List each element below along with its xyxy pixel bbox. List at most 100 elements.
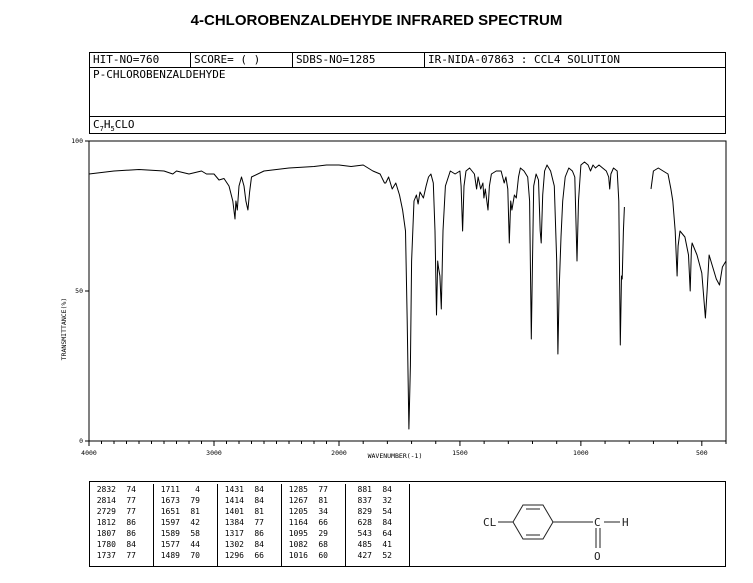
peak-transmittance: 86	[126, 518, 136, 527]
peak-transmittance: 84	[254, 540, 264, 549]
peak-transmittance: 29	[318, 529, 328, 538]
peak-wavenumber: 2814	[96, 496, 116, 505]
peak-wavenumber: 1164	[288, 518, 308, 527]
peak-wavenumber: 2729	[96, 507, 116, 516]
peak-wavenumber: 1296	[224, 551, 244, 560]
peak-row: 1285 77	[282, 484, 345, 495]
peak-row: 1489 70	[154, 550, 217, 561]
peak-transmittance: 54	[382, 507, 392, 516]
peak-row: 485 41	[346, 539, 409, 550]
peak-row: 1780 84	[90, 539, 153, 550]
peak-row: 1577 44	[154, 539, 217, 550]
carbonyl-carbon-label: C	[594, 516, 601, 529]
y-tick-label: 0	[79, 437, 83, 445]
peak-row: 837 32	[346, 495, 409, 506]
peak-transmittance: 68	[318, 540, 328, 549]
peak-wavenumber: 1384	[224, 518, 244, 527]
peak-transmittance: 60	[318, 551, 328, 560]
peak-row: 628 84	[346, 517, 409, 528]
peak-column: 2832 74 2814 77 2729 77 1812 86 1807 86 1780 84 1737…	[90, 484, 154, 566]
peak-transmittance: 77	[126, 496, 136, 505]
peak-column: 1711 4 1673 79 1651 81 1597 42 1589 58 1577 44 1489 7…	[154, 484, 218, 566]
peak-column: 1431 84 1414 84 1401 81 1384 77 1317 86 1302 84 1296…	[218, 484, 282, 566]
peak-transmittance: 84	[126, 540, 136, 549]
peak-row: 1737 77	[90, 550, 153, 561]
peak-wavenumber: 2832	[96, 485, 116, 494]
ir-spectrum-chart: 0 50 100 4000 3000 2000 1500 1000 500 TRANSMITT…	[60, 137, 727, 460]
x-axis-label: WAVENUMBER(-1)	[368, 452, 423, 460]
peak-transmittance: 81	[254, 507, 264, 516]
oxygen-label: O	[594, 550, 601, 563]
formula-hydrogen: H	[103, 118, 111, 131]
peak-transmittance: 44	[190, 540, 200, 549]
peak-row: 1205 34	[282, 506, 345, 517]
peak-row: 1317 86	[218, 528, 281, 539]
peak-wavenumber: 1095	[288, 529, 308, 538]
peak-wavenumber: 1577	[160, 540, 180, 549]
peak-row: 1431 84	[218, 484, 281, 495]
spectrum-header: HIT-NO=760 SCORE= ( ) SDBS-NO=1285 IR-NI…	[89, 52, 726, 134]
peak-transmittance: 66	[318, 518, 328, 527]
peak-wavenumber: 1597	[160, 518, 180, 527]
peak-row: 2814 77	[90, 495, 153, 506]
peak-wavenumber: 1317	[224, 529, 244, 538]
peak-transmittance: 52	[382, 551, 392, 560]
peak-transmittance: 84	[382, 518, 392, 527]
peak-transmittance: 86	[254, 529, 264, 538]
peak-row: 2729 77	[90, 506, 153, 517]
peak-wavenumber: 881	[357, 485, 372, 494]
peak-row: 427 52	[346, 550, 409, 561]
peak-transmittance: 32	[382, 496, 392, 505]
peak-table: 2832 74 2814 77 2729 77 1812 86 1807 86 1780 84 1737…	[89, 481, 726, 567]
peak-wavenumber: 1812	[96, 518, 116, 527]
molecular-formula: C7H5CLO	[90, 117, 725, 133]
peak-row: 881 84	[346, 484, 409, 495]
peak-wavenumber: 837	[357, 496, 372, 505]
peak-wavenumber: 1414	[224, 496, 244, 505]
peak-wavenumber: 1489	[160, 551, 180, 560]
plot-frame	[88, 140, 727, 442]
spectrum-trace	[650, 167, 727, 319]
peak-transmittance: 4	[195, 485, 200, 494]
peak-column: 1285 77 1267 81 1205 34 1164 66 1095 29 1082 68 1016…	[282, 484, 346, 566]
formula-remainder: CLO	[114, 118, 135, 131]
peak-wavenumber: 628	[357, 518, 372, 527]
score: SCORE= ( )	[190, 53, 292, 67]
peak-row: 1807 86	[90, 528, 153, 539]
x-tick-label: 1500	[452, 449, 468, 457]
x-tick-label: 500	[696, 449, 708, 457]
peak-row: 1164 66	[282, 517, 345, 528]
peak-transmittance: 81	[190, 507, 200, 516]
molecule-structure: CL C H O	[483, 504, 629, 563]
peak-row: 1401 81	[218, 506, 281, 517]
hydrogen-label: H	[622, 516, 629, 529]
peak-wavenumber: 1673	[160, 496, 180, 505]
peak-transmittance: 84	[382, 485, 392, 494]
peak-row: 829 54	[346, 506, 409, 517]
peak-transmittance: 84	[254, 496, 264, 505]
header-row-ids: HIT-NO=760 SCORE= ( ) SDBS-NO=1285 IR-NI…	[90, 53, 725, 68]
peak-transmittance: 66	[254, 551, 264, 560]
hit-number: HIT-NO=760	[93, 53, 160, 66]
peak-row: 1812 86	[90, 517, 153, 528]
peak-row: 1589 58	[154, 528, 217, 539]
peak-wavenumber: 1711	[160, 485, 180, 494]
formula-carbon-count: 7	[99, 125, 104, 134]
x-tick-label: 3000	[206, 449, 222, 457]
y-axis-label: TRANSMITTANCE(%)	[60, 298, 68, 361]
peak-row: 1651 81	[154, 506, 217, 517]
peak-row: 543 64	[346, 528, 409, 539]
peak-wavenumber: 1082	[288, 540, 308, 549]
benzene-ring	[512, 504, 554, 540]
peak-row: 1414 84	[218, 495, 281, 506]
peak-wavenumber: 1651	[160, 507, 180, 516]
peak-transmittance: 41	[382, 540, 392, 549]
header-row-formula: C7H5CLO	[90, 117, 725, 133]
formula-hydrogen-count: 5	[110, 125, 115, 134]
peak-transmittance: 77	[126, 507, 136, 516]
formula-carbon: C	[93, 118, 100, 131]
peak-row: 1673 79	[154, 495, 217, 506]
x-tick-label: 2000	[331, 449, 347, 457]
sdbs-number: SDBS-NO=1285	[292, 53, 424, 67]
peak-row: 2832 74	[90, 484, 153, 495]
